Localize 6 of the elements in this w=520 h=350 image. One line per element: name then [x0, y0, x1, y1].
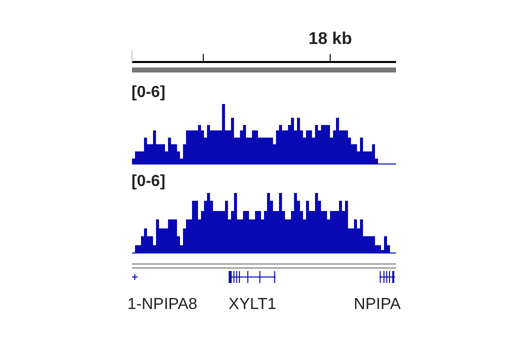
- chart-title: [0-6]: [132, 173, 166, 190]
- text: 1-NPIPA8: [127, 296, 198, 313]
- chart-title: [0-6]: [132, 84, 166, 101]
- text: XYLT1: [228, 296, 276, 313]
- text: 18 kb: [308, 29, 352, 48]
- text: NPIPA: [354, 296, 401, 313]
